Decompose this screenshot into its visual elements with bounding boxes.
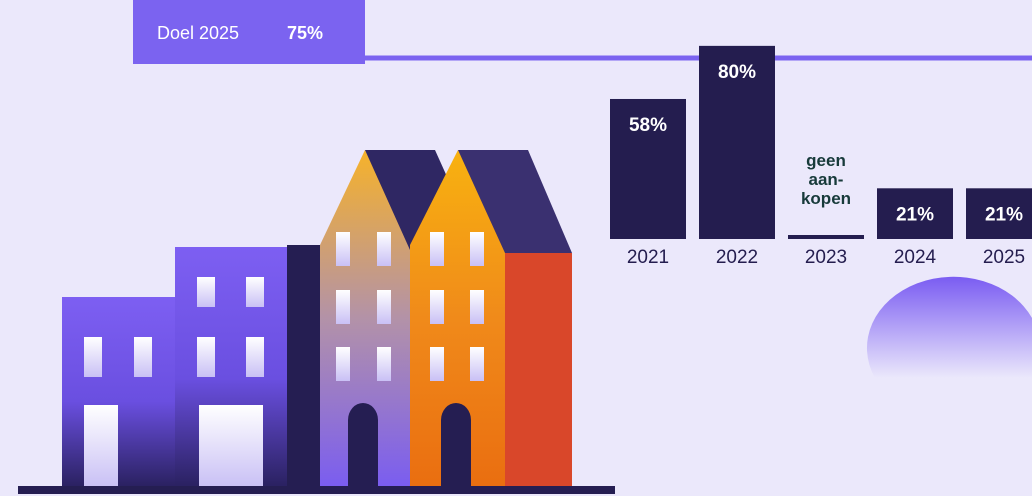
value-label: 21%	[985, 204, 1023, 225]
bar	[699, 45, 775, 240]
value-label: 58%	[629, 115, 667, 136]
x-tick-label: 2023	[805, 247, 847, 268]
illustration	[18, 150, 1032, 494]
x-tick-label: 2025	[983, 247, 1025, 268]
value-label: 21%	[896, 204, 934, 225]
bar	[966, 188, 1032, 239]
x-tick-label: 2022	[716, 247, 758, 268]
x-tick-label: 2021	[627, 247, 669, 268]
goal-box	[133, 0, 365, 64]
goal-value: 75%	[287, 23, 323, 43]
x-tick-label: 2024	[894, 247, 937, 268]
bar	[877, 188, 953, 239]
bar	[610, 98, 686, 239]
value-label: 80%	[718, 62, 756, 83]
value-label: geen aan-kopen	[800, 151, 852, 208]
goal-label: Doel 2025	[157, 23, 239, 43]
empty-bar	[788, 235, 864, 239]
